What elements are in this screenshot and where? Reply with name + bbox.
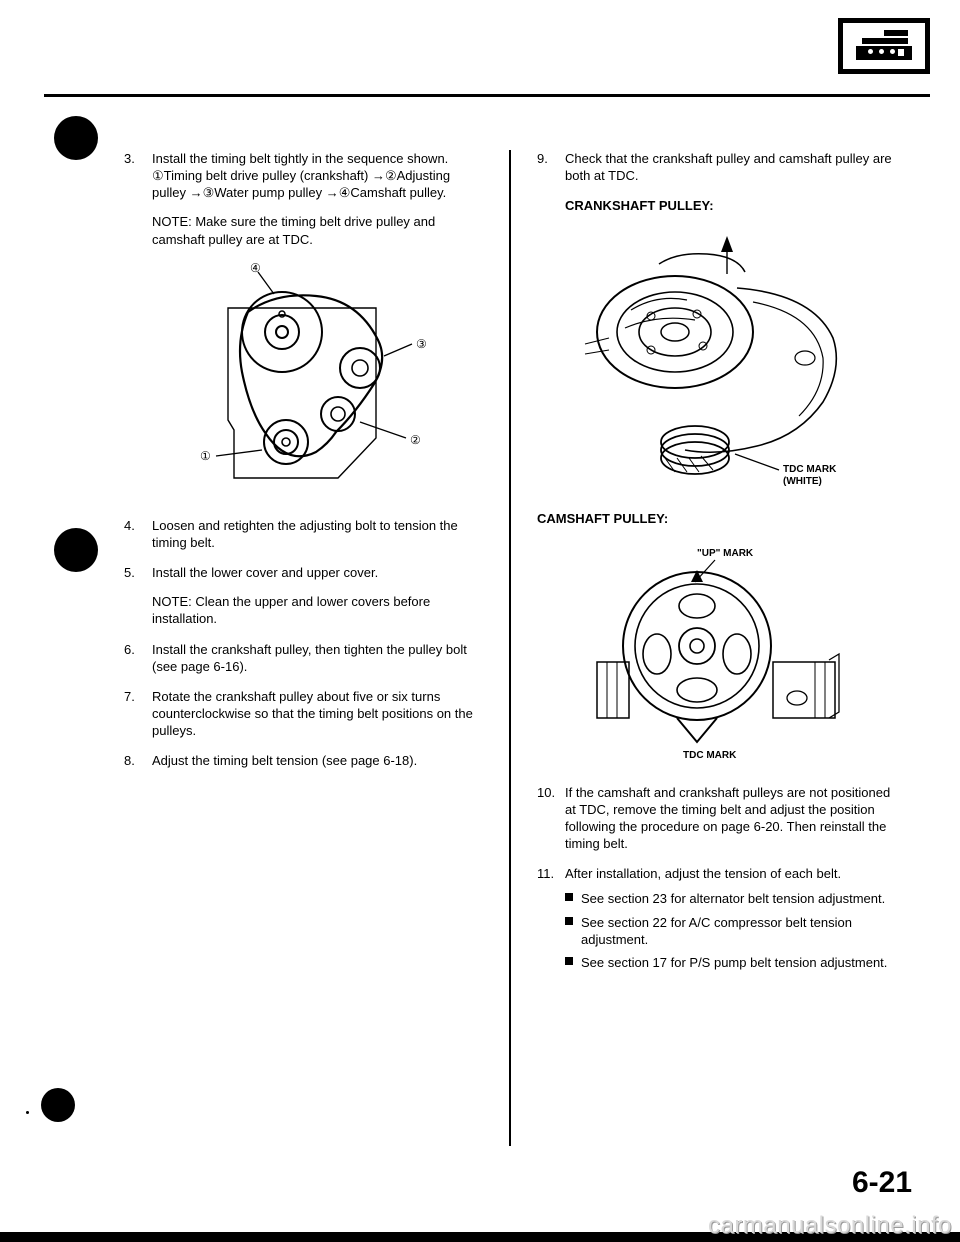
- step-text: If the camshaft and crankshaft pulleys a…: [565, 784, 896, 853]
- crankshaft-pulley-figure: TDC MARK (WHITE): [537, 228, 896, 488]
- step-num: 6.: [124, 641, 152, 675]
- step-num: 11.: [537, 865, 565, 977]
- watermark: carmanualsonline.info: [700, 1210, 960, 1242]
- step-text: Install the lower cover and upper cover.: [152, 564, 483, 581]
- step-num: 8.: [124, 752, 152, 769]
- page-number: 6-21: [852, 1166, 912, 1200]
- header-rule: [44, 94, 930, 97]
- brand-logo: [838, 18, 930, 74]
- up-mark-label: "UP" MARK: [697, 548, 754, 559]
- bullet-icon: [565, 957, 573, 965]
- tdc-white-label: (WHITE): [783, 476, 822, 487]
- tdc-mark-label: TDC MARK: [683, 750, 737, 761]
- bullet-icon: [565, 893, 573, 901]
- step-num: 9.: [537, 150, 565, 184]
- subitem: See section 17 for P/S pump belt tension…: [581, 954, 887, 971]
- step-note: NOTE: Clean the upper and lower covers b…: [152, 593, 483, 627]
- camshaft-heading: CAMSHAFT PULLEY:: [537, 510, 896, 527]
- fig-label-4: ④: [250, 262, 261, 275]
- step-text: Adjust the timing belt tension (see page…: [152, 752, 483, 769]
- step-num: 4.: [124, 517, 152, 551]
- tdc-mark-label: TDC MARK: [783, 464, 837, 475]
- step-num: 7.: [124, 688, 152, 739]
- bullet-icon: [565, 917, 573, 925]
- left-column: 3. Install the timing belt tightly in th…: [110, 150, 507, 1146]
- step-text: Rotate the crankshaft pulley about five …: [152, 688, 483, 739]
- fig-label-2: ②: [410, 433, 421, 447]
- footer-dots: [26, 1088, 75, 1122]
- fig-label-1: ①: [200, 449, 211, 463]
- step-text: Loosen and retighten the adjusting bolt …: [152, 517, 483, 551]
- step-text: Install the crankshaft pulley, then tigh…: [152, 641, 483, 675]
- subitem: See section 22 for A/C compressor belt t…: [581, 914, 896, 948]
- fig-label-3: ③: [416, 337, 427, 351]
- step-num: 5.: [124, 564, 152, 627]
- right-column: 9. Check that the crankshaft pulley and …: [513, 150, 910, 1146]
- crankshaft-heading: CRANKSHAFT PULLEY:: [565, 197, 896, 214]
- section-dot: [54, 116, 98, 160]
- step-note: NOTE: Make sure the timing belt drive pu…: [152, 213, 483, 247]
- step-text: Check that the crankshaft pulley and cam…: [565, 150, 896, 184]
- step-text: Install the timing belt tightly in the s…: [152, 150, 483, 201]
- step-text: After installation, adjust the tension o…: [565, 865, 896, 882]
- camshaft-pulley-figure: "UP" MARK TDC MARK: [537, 542, 896, 762]
- belt-sequence-figure: ④ ③ ② ①: [152, 262, 483, 482]
- section-dot: [54, 528, 98, 572]
- subitem: See section 23 for alternator belt tensi…: [581, 890, 885, 907]
- column-divider: [509, 150, 511, 1146]
- step-num: 3.: [124, 150, 152, 504]
- step-num: 10.: [537, 784, 565, 853]
